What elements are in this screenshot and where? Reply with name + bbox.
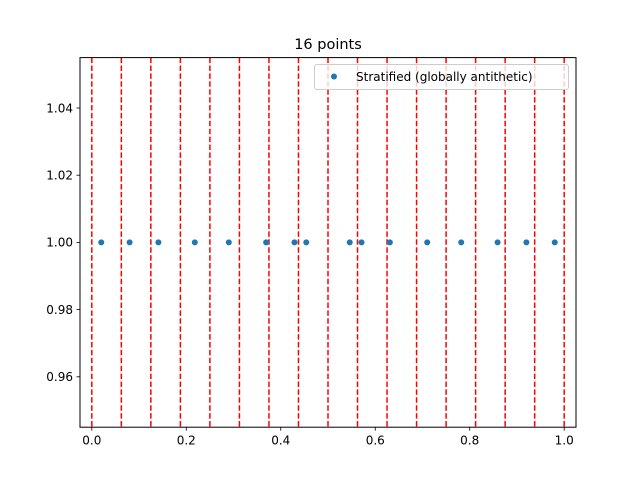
data-point	[424, 239, 431, 246]
x-tick-label: 0.2	[177, 434, 196, 448]
x-tick-label: 0.8	[460, 434, 479, 448]
chart-title: 16 points	[294, 37, 362, 53]
legend-marker	[331, 73, 337, 80]
data-point	[98, 239, 105, 246]
x-tick-label: 1.0	[555, 434, 574, 448]
data-point	[458, 239, 465, 246]
data-point	[386, 239, 393, 246]
data-point	[155, 239, 162, 246]
data-point	[494, 239, 501, 246]
data-point	[191, 239, 198, 246]
data-point	[346, 239, 353, 246]
data-point	[126, 239, 133, 246]
legend-label: Stratified (globally antithetic)	[356, 70, 533, 84]
data-point	[303, 239, 310, 246]
y-tick-label: 0.96	[46, 370, 73, 384]
legend: Stratified (globally antithetic)	[314, 64, 569, 90]
y-tick-label: 0.98	[46, 303, 73, 317]
x-tick-label: 0.4	[271, 434, 290, 448]
data-point	[358, 239, 365, 246]
y-tick-label: 1.00	[46, 236, 73, 250]
y-tick-label: 1.04	[46, 101, 73, 115]
x-tick-label: 0.0	[82, 434, 101, 448]
y-tick-label: 1.02	[46, 169, 73, 183]
data-point	[225, 239, 232, 246]
x-tick-label: 0.6	[366, 434, 385, 448]
legend-box	[314, 64, 569, 90]
data-point	[551, 239, 558, 246]
data-point	[523, 239, 530, 246]
data-point	[263, 239, 270, 246]
data-point	[291, 239, 298, 246]
